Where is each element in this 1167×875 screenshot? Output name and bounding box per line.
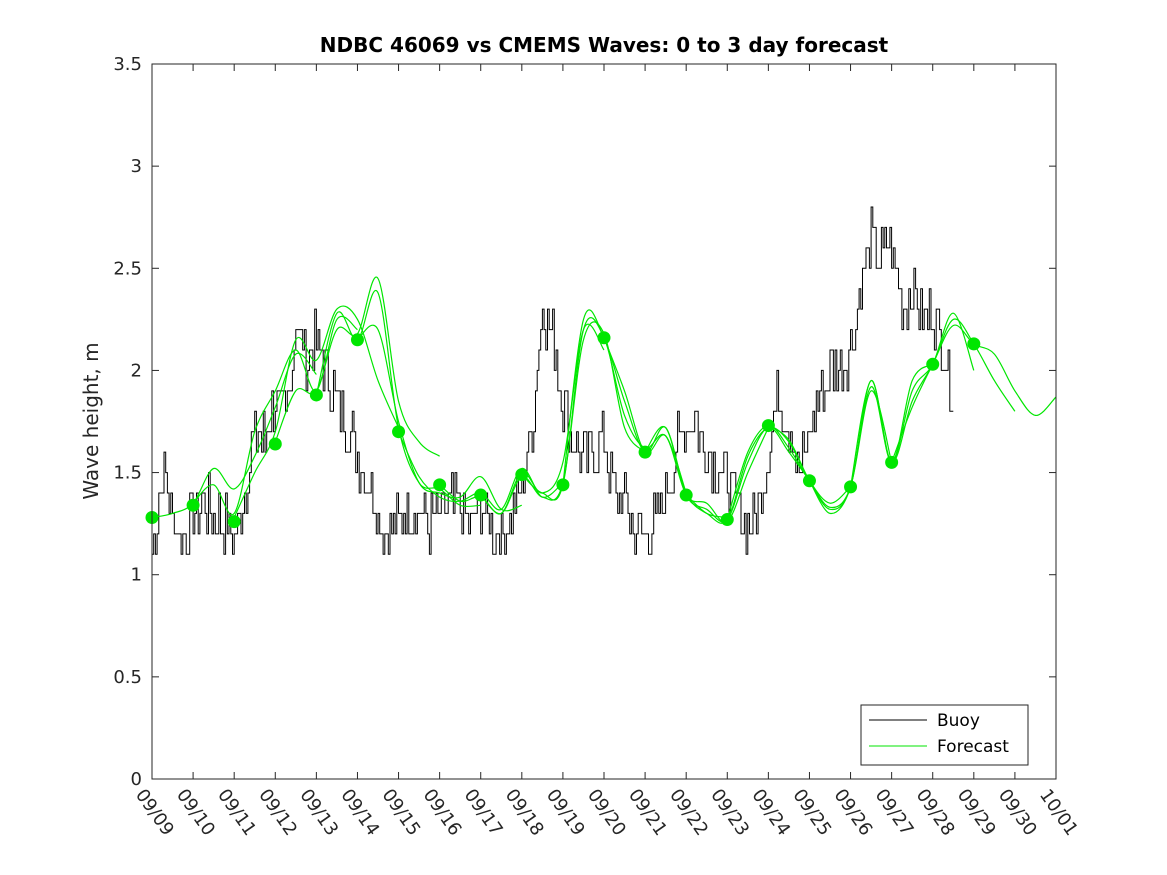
- forecast-marker: [761, 419, 775, 433]
- legend: Buoy Forecast: [860, 704, 1029, 766]
- forecast-marker: [720, 513, 734, 527]
- chart-title: NDBC 46069 vs CMEMS Waves: 0 to 3 day fo…: [320, 33, 889, 57]
- forecast-marker: [967, 337, 981, 351]
- forecast-run-line: [562, 309, 728, 519]
- forecast-marker: [433, 478, 447, 492]
- forecast-marker: [392, 425, 406, 439]
- legend-box: [860, 704, 1029, 766]
- forecast-marker: [556, 478, 570, 492]
- forecast-marker: [268, 437, 282, 451]
- forecast-marker: [186, 498, 200, 512]
- forecast-marker: [638, 445, 652, 459]
- forecast-run-line: [233, 305, 400, 518]
- legend-buoy-label: Buoy: [937, 711, 980, 731]
- y-tick-label: 2.5: [113, 258, 142, 279]
- forecast-run-line: [274, 276, 440, 457]
- forecast-marker: [926, 357, 940, 371]
- buoy-line: [152, 206, 954, 555]
- buoy-series: [152, 206, 954, 555]
- plot-frame: [151, 63, 1057, 780]
- forecast-run-line: [151, 352, 317, 519]
- legend-forecast-label: Forecast: [937, 737, 1009, 757]
- y-axis: 0 0.5 1 1.5 2 2.5 3 3.5: [113, 54, 1056, 790]
- y-tick-label: 3: [131, 156, 142, 177]
- y-tick-label: 3.5: [113, 54, 142, 75]
- y-tick-label: 1.5: [113, 463, 142, 484]
- forecast-marker: [227, 515, 241, 529]
- y-axis-label: Wave height, m: [79, 342, 103, 499]
- forecast-marker: [515, 468, 529, 482]
- forecast-marker: [802, 474, 816, 488]
- forecast-marker: [679, 488, 693, 502]
- forecast-marker: [885, 455, 899, 469]
- forecast-marker: [474, 488, 488, 502]
- forecast-marker: [844, 480, 858, 494]
- forecast-markers: [145, 331, 981, 529]
- y-tick-label: 0.5: [113, 667, 142, 688]
- forecast-marker: [309, 388, 323, 402]
- forecast-run-line: [357, 324, 522, 512]
- y-tick-label: 2: [131, 360, 142, 381]
- forecast-marker: [597, 331, 611, 345]
- y-tick-label: 0: [131, 769, 142, 790]
- forecast-run-line: [192, 315, 358, 516]
- forecast-marker: [350, 333, 364, 347]
- y-tick-label: 1: [131, 565, 142, 586]
